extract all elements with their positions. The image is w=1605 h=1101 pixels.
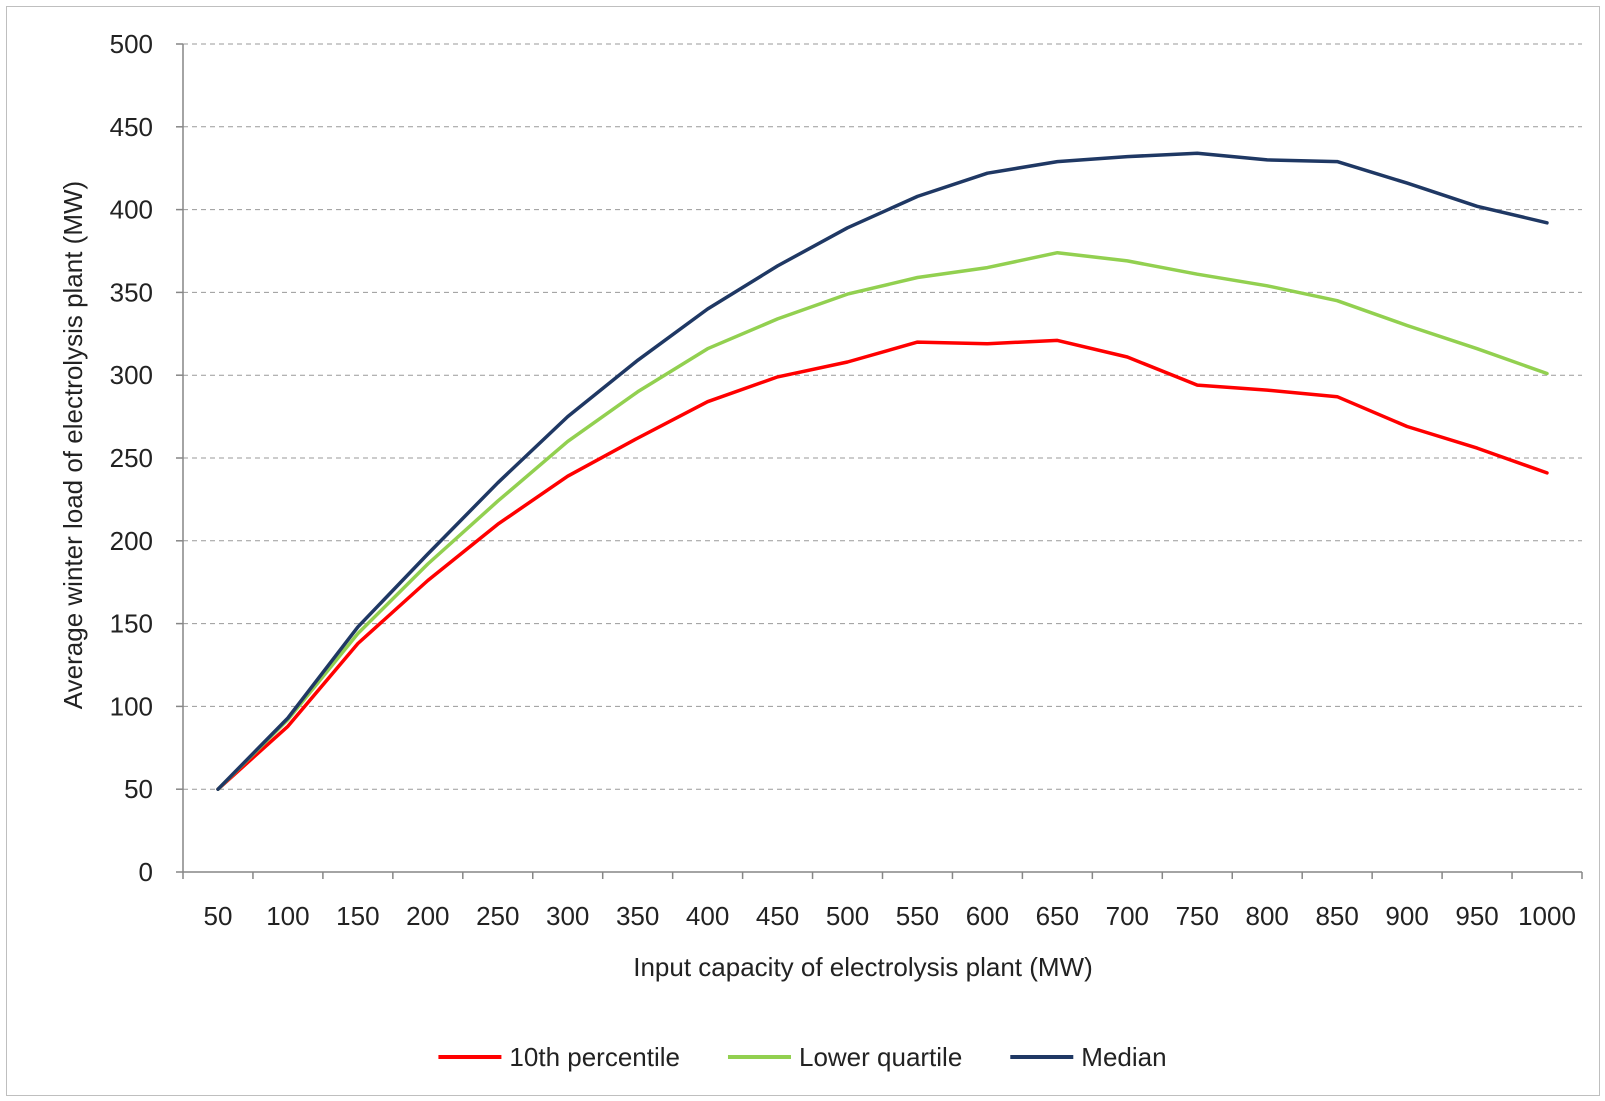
y-tick-label: 150 — [110, 609, 153, 639]
y-tick-label: 400 — [110, 195, 153, 225]
legend-label: Median — [1081, 1042, 1166, 1072]
legend-label: 10th percentile — [509, 1042, 680, 1072]
x-tick-label: 400 — [686, 901, 729, 931]
x-axis-title: Input capacity of electrolysis plant (MW… — [633, 952, 1093, 982]
x-tick-label: 200 — [406, 901, 449, 931]
y-tick-label: 250 — [110, 443, 153, 473]
x-tick-label: 50 — [204, 901, 233, 931]
x-tick-label: 950 — [1455, 901, 1498, 931]
legend-label: Lower quartile — [799, 1042, 962, 1072]
y-tick-label: 50 — [124, 774, 153, 804]
series-line-10th-percentile — [216, 338, 1549, 791]
y-tick-label: 0 — [139, 857, 153, 887]
x-tick-label: 750 — [1176, 901, 1219, 931]
x-tick-label: 1000 — [1518, 901, 1576, 931]
x-tick-label: 600 — [966, 901, 1009, 931]
x-tick-label: 550 — [896, 901, 939, 931]
x-tick-label: 650 — [1036, 901, 1079, 931]
legend-item-10th-percentile: 10th percentile — [438, 1042, 680, 1072]
y-tick-label: 450 — [110, 112, 153, 142]
x-tick-label: 850 — [1315, 901, 1358, 931]
legend-item-lower-quartile: Lower quartile — [727, 1042, 962, 1072]
y-axis-title: Average winter load of electrolysis plan… — [58, 181, 88, 709]
y-tick-label: 350 — [110, 277, 153, 307]
x-tick-label: 900 — [1385, 901, 1428, 931]
series-lines — [216, 151, 1549, 791]
x-tick-label: 350 — [616, 901, 659, 931]
x-tick-label: 150 — [336, 901, 379, 931]
y-tick-label: 300 — [110, 360, 153, 390]
series-line-lower-quartile — [216, 250, 1549, 791]
x-tick-label: 300 — [546, 901, 589, 931]
x-tick-label: 100 — [266, 901, 309, 931]
x-tick-label: 800 — [1246, 901, 1289, 931]
chart-frame — [6, 6, 1600, 1096]
y-tick-label: 200 — [110, 526, 153, 556]
x-tick-label: 500 — [826, 901, 869, 931]
y-tick-label: 100 — [110, 691, 153, 721]
x-tick-label: 250 — [476, 901, 519, 931]
x-tick-label: 450 — [756, 901, 799, 931]
gridlines — [183, 43, 1582, 790]
x-tick-label: 700 — [1106, 901, 1149, 931]
legend-item-median: Median — [1010, 1042, 1167, 1072]
axes: 0 50 100 150 200 250 300 350 400 450 500 50 100 150 20… — [110, 29, 1583, 931]
legend: 10th percentile Lower quartile Median — [438, 1042, 1167, 1072]
y-tick-label: 500 — [110, 29, 153, 59]
series-line-median — [216, 151, 1549, 791]
